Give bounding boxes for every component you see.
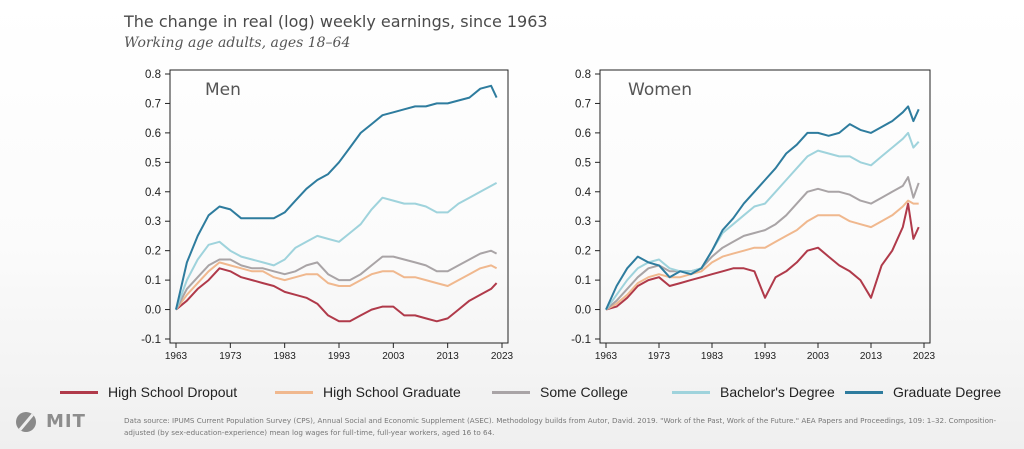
y-tick-label: 0.8 bbox=[145, 69, 161, 81]
y-tick-label: 0.6 bbox=[145, 128, 161, 140]
series-line-high-school-graduate bbox=[175, 261, 498, 311]
y-tick-label: -0.1 bbox=[141, 334, 161, 346]
y-tick-label: 0.2 bbox=[145, 246, 161, 258]
y-tick-label: 0.3 bbox=[575, 216, 591, 228]
legend-label: Graduate Degree bbox=[893, 384, 1002, 400]
series-line-bachelor-s-degree bbox=[175, 182, 498, 310]
x-tick-label: 1983 bbox=[701, 351, 724, 362]
series-line-bachelor-s-degree bbox=[605, 131, 920, 311]
y-tick-label: 0.2 bbox=[575, 246, 591, 258]
x-tick-label: 2003 bbox=[382, 351, 405, 362]
y-tick-label: 0.3 bbox=[145, 216, 161, 228]
x-tick-label: 2013 bbox=[860, 351, 883, 362]
x-tick-label: 1963 bbox=[595, 351, 618, 362]
series-line-high-school-dropout bbox=[605, 202, 920, 311]
y-tick-label: 0.7 bbox=[575, 98, 591, 110]
chart-panel-women: -0.1 0.0 0.1 0.2 0.3 0.4 0.5 0.6 0.7 0.8 1963 1973 1… bbox=[571, 69, 935, 362]
legend-swatch bbox=[845, 390, 883, 394]
plot-frame bbox=[599, 69, 931, 344]
legend-swatch bbox=[60, 390, 98, 394]
series-line-graduate-degree bbox=[175, 84, 498, 310]
legend-swatch bbox=[672, 390, 710, 394]
legend: High School Dropout High School Graduate… bbox=[60, 384, 1020, 406]
y-tick-label: 0.4 bbox=[575, 187, 592, 199]
panel-label: Women bbox=[628, 80, 692, 100]
legend-item-some-college: Some College bbox=[492, 384, 628, 400]
y-tick-label: 0.4 bbox=[145, 187, 162, 199]
logo-wordmark: MIT bbox=[46, 411, 86, 432]
x-tick-label: 2023 bbox=[491, 351, 514, 362]
y-tick-label: 0.0 bbox=[575, 305, 591, 317]
series-line-graduate-degree bbox=[605, 105, 920, 311]
x-tick-label: 1993 bbox=[754, 351, 777, 362]
logo-circle-icon bbox=[16, 411, 36, 432]
x-tick-label: 1963 bbox=[165, 351, 188, 362]
y-tick-label: 0.1 bbox=[145, 275, 161, 287]
y-tick-label: 0.5 bbox=[575, 157, 591, 169]
y-tick-label: 0.7 bbox=[145, 98, 161, 110]
charts-canvas: -0.1 0.0 0.1 0.2 0.3 0.4 0.5 0.6 0.7 0.8 1963 1973 1… bbox=[141, 69, 935, 362]
legend-item-hs-graduate: High School Graduate bbox=[275, 384, 461, 400]
y-tick-label: 0.8 bbox=[575, 69, 591, 81]
legend-item-hs-dropout: High School Dropout bbox=[60, 384, 237, 400]
legend-label: High School Graduate bbox=[323, 384, 461, 400]
x-tick-label: 1993 bbox=[328, 351, 351, 362]
y-tick-label: -0.1 bbox=[571, 334, 591, 346]
x-tick-label: 2013 bbox=[437, 351, 460, 362]
panel-label: Men bbox=[205, 80, 241, 100]
x-tick-label: 2023 bbox=[913, 351, 936, 362]
legend-label: High School Dropout bbox=[108, 384, 238, 400]
y-tick-label: 0.6 bbox=[575, 128, 591, 140]
legend-label: Bachelor's Degree bbox=[720, 384, 835, 400]
legend-swatch bbox=[492, 390, 530, 394]
x-tick-label: 1983 bbox=[274, 351, 297, 362]
series-line-high-school-dropout bbox=[175, 267, 498, 323]
x-tick-label: 1973 bbox=[219, 351, 242, 362]
legend-label: Some College bbox=[540, 384, 628, 400]
source-note: Data source: IPUMS Current Population Su… bbox=[124, 416, 997, 437]
y-tick-label: 0.1 bbox=[575, 275, 591, 287]
x-tick-label: 1973 bbox=[648, 351, 671, 362]
y-tick-label: 0.0 bbox=[145, 305, 161, 317]
chart-title: The change in real (log) weekly earnings… bbox=[124, 12, 548, 31]
series-line-some-college bbox=[175, 249, 498, 311]
chart-subtitle: Working age adults, ages 18–64 bbox=[124, 35, 351, 51]
series-line-high-school-graduate bbox=[605, 199, 919, 311]
chart-panel-men: -0.1 0.0 0.1 0.2 0.3 0.4 0.5 0.6 0.7 0.8 1963 1973 1… bbox=[141, 69, 513, 362]
x-tick-label: 2003 bbox=[807, 351, 830, 362]
mit-logo: MIT bbox=[16, 411, 86, 432]
legend-item-graduate: Graduate Degree bbox=[845, 384, 1001, 400]
legend-item-bachelors: Bachelor's Degree bbox=[672, 384, 835, 400]
y-tick-label: 0.5 bbox=[145, 157, 161, 169]
legend-swatch bbox=[275, 390, 313, 394]
